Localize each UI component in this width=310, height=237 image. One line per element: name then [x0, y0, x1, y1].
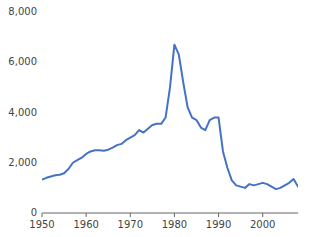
x-tick-label: 1990 [206, 219, 231, 230]
x-tick-label: 2000 [250, 219, 275, 230]
y-axis: 0 2,000 4,000 6,000 8,000 [8, 6, 37, 218]
y-tick-label: 4,000 [8, 107, 37, 118]
x-tick [86, 213, 87, 217]
plot-area [42, 45, 298, 189]
x-tick [130, 213, 131, 217]
y-tick-label: 0 [31, 207, 37, 218]
x-tick [42, 213, 43, 217]
x-axis: 1950 1960 1970 1980 1990 2000 [29, 213, 298, 230]
x-axis-line [42, 213, 298, 214]
x-tick [262, 213, 263, 217]
x-tick [174, 213, 175, 217]
x-tick-label: 1950 [29, 219, 54, 230]
y-tick-label: 8,000 [8, 6, 37, 17]
y-tick-label: 6,000 [8, 56, 37, 67]
x-tick-label: 1960 [73, 219, 98, 230]
y-tick-label: 2,000 [8, 157, 37, 168]
x-tick-label: 1970 [118, 219, 143, 230]
line [42, 45, 298, 189]
chart: 0 2,000 4,000 6,000 8,000 1950 1960 1970 1980 199… [0, 0, 310, 237]
x-tick-label: 1980 [162, 219, 187, 230]
x-tick [218, 213, 219, 217]
page: {"chart_data": {"type": "line", "x": [19… [0, 0, 310, 237]
